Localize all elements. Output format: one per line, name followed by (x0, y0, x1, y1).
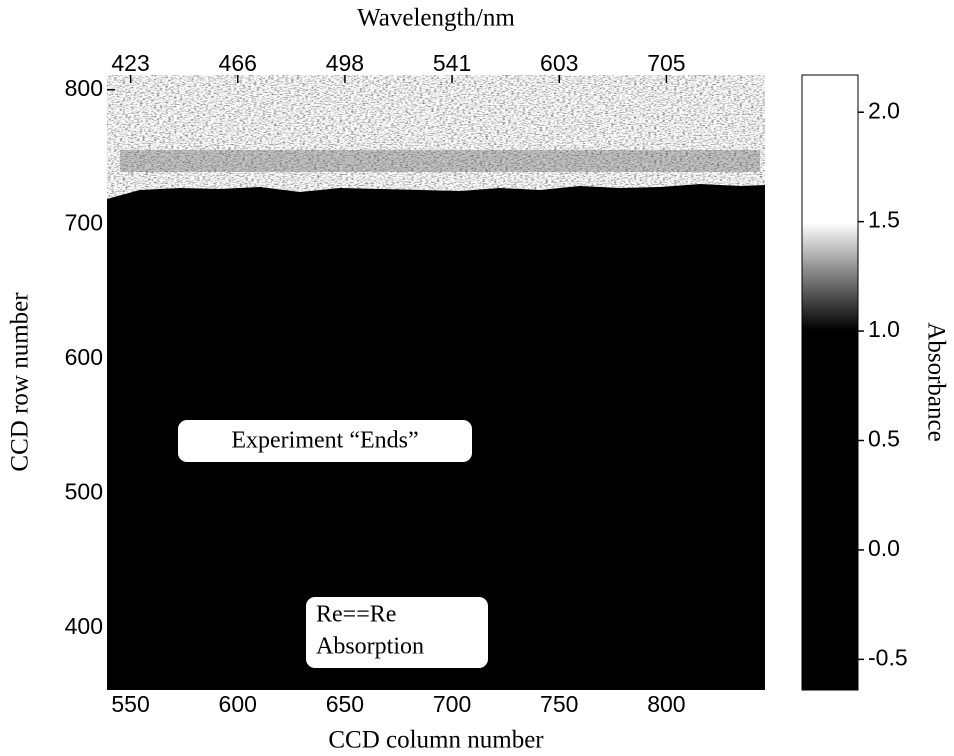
colorbar (802, 75, 858, 690)
y-axis-title: CCD row number (7, 292, 34, 472)
colorbar-title: Absorbance (922, 322, 949, 441)
x-tick-label: 700 (433, 691, 471, 717)
annotation: Experiment “Ends” (178, 420, 472, 462)
y-tick-label: 400 (65, 613, 103, 639)
x-tick-label: 800 (647, 691, 685, 717)
x-tick-label: 550 (111, 691, 149, 717)
x-tick-label: 600 (219, 691, 257, 717)
annotation-text: Re==Re (316, 602, 396, 628)
colorbar-tick-label: 1.5 (868, 207, 900, 233)
annotation-box (178, 420, 472, 462)
y-tick-label: 800 (65, 75, 103, 101)
x-tick-label: 650 (326, 691, 364, 717)
x-tick-label: 750 (540, 691, 578, 717)
colorbar-tick-label: 0.0 (868, 535, 900, 561)
x2-tick-label: 466 (219, 50, 257, 76)
annotation: Re==Re Absorption (306, 597, 488, 668)
y-tick-label: 600 (65, 344, 103, 370)
colorbar-tick-label: -0.5 (868, 644, 908, 670)
x2-tick-label: 541 (433, 50, 471, 76)
annotation-text: Experiment “Ends” (231, 428, 418, 454)
x2-tick-label: 423 (111, 50, 149, 76)
colorbar-frame (801, 74, 859, 691)
heatmap (107, 75, 765, 690)
x-axis-title: CCD column number (328, 727, 544, 754)
y-tick-label: 500 (65, 479, 103, 505)
x2-tick-label: 603 (540, 50, 578, 76)
colorbar-tick-label: 1.0 (868, 316, 900, 342)
x2-tick-label: 705 (647, 50, 685, 76)
colorbar-tick-label: 2.0 (868, 97, 900, 123)
colorbar-tick-label: 0.5 (868, 426, 900, 452)
y-tick-label: 700 (65, 209, 103, 235)
absorption-band (120, 150, 760, 172)
x2-tick-label: 498 (326, 50, 364, 76)
noise-texture (107, 75, 765, 200)
annotation-box (306, 597, 488, 668)
annotation-text: Absorption (316, 634, 424, 660)
x2-axis-title: Wavelength/nm (357, 5, 515, 32)
